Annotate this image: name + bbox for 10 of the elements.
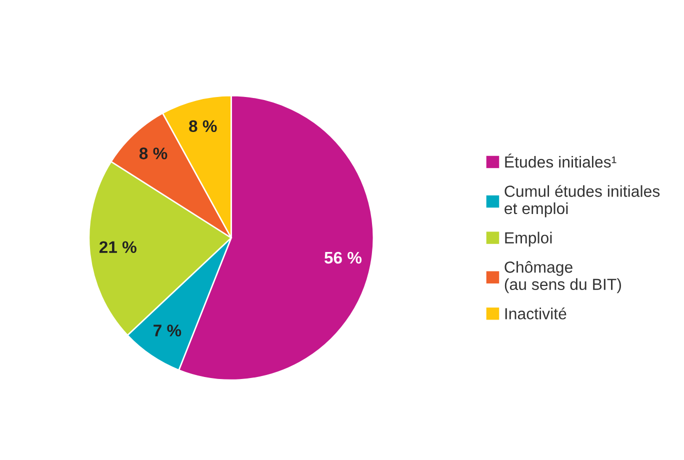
legend-label: Emploi xyxy=(505,232,552,247)
data-label: 8 % xyxy=(139,148,168,160)
data-label: 7 % xyxy=(154,324,182,336)
data-label: 8 % xyxy=(189,120,217,132)
legend-label: Chômage (au sens du BIT) xyxy=(504,261,621,294)
legend-label: Inactivité xyxy=(505,307,566,320)
data-label: 21 % xyxy=(99,241,136,253)
legend-label: Études initiales¹ xyxy=(505,154,616,168)
data-label: 56 % xyxy=(324,252,362,264)
legend-label: Cumul études initiales et emploi xyxy=(504,185,660,218)
